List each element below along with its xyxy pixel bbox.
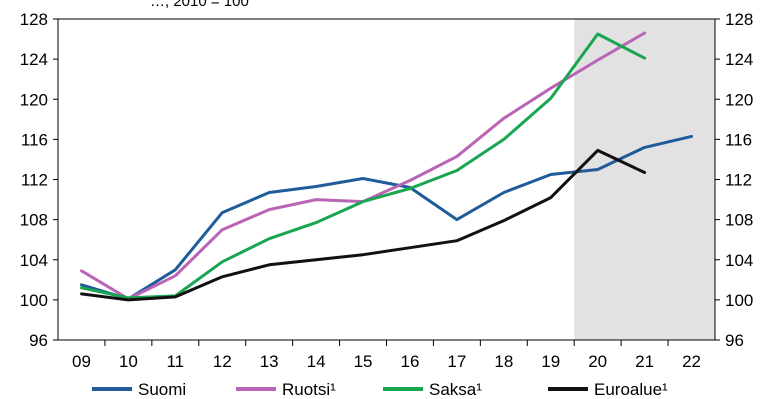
x-tick-label: 21 bbox=[635, 352, 654, 371]
y-tick-label-right: 128 bbox=[725, 10, 753, 29]
legend-label-saksa: Saksa¹ bbox=[429, 380, 482, 399]
y-tick-label-left: 104 bbox=[20, 251, 48, 270]
series-line-suomi bbox=[80, 134, 693, 301]
y-tick-label-left: 108 bbox=[20, 211, 48, 230]
legend: Suomi Ruotsi¹ Saksa¹ Euroalue¹ bbox=[92, 380, 668, 399]
x-tick-label: 12 bbox=[213, 352, 232, 371]
x-tick-label: 22 bbox=[682, 352, 701, 371]
x-tick-label: 10 bbox=[119, 352, 138, 371]
x-tick-label: 20 bbox=[588, 352, 607, 371]
y-tick-label-right: 108 bbox=[725, 211, 753, 230]
x-tick-label: 15 bbox=[354, 352, 373, 371]
series-line-ruotsi bbox=[80, 31, 647, 301]
x-tick-label: 18 bbox=[494, 352, 513, 371]
y-tick-label-left: 116 bbox=[21, 130, 48, 149]
legend-label-euroalue: Euroalue¹ bbox=[594, 380, 668, 399]
y-tick-label-right: 104 bbox=[725, 251, 753, 270]
y-tick-label-left: 100 bbox=[20, 291, 48, 310]
x-tick-label: 16 bbox=[401, 352, 420, 371]
y-tick-label-left: 120 bbox=[20, 90, 48, 109]
x-tick-label: 13 bbox=[260, 352, 279, 371]
x-tick-label: 14 bbox=[307, 352, 326, 371]
x-tick-label: 09 bbox=[72, 352, 91, 371]
y-tick-label-left: 128 bbox=[20, 10, 48, 29]
series-line-saksa bbox=[80, 32, 647, 300]
legend-label-ruotsi: Ruotsi¹ bbox=[282, 380, 336, 399]
series-line-euroalue bbox=[80, 148, 647, 302]
y-tick-label-right: 116 bbox=[725, 130, 752, 149]
x-tick-label: 11 bbox=[166, 352, 184, 371]
x-tick-label: 19 bbox=[541, 352, 560, 371]
forecast-shading bbox=[574, 19, 715, 340]
y-tick-label-right: 100 bbox=[725, 291, 753, 310]
x-tick-label: 17 bbox=[447, 352, 466, 371]
y-tick-label-left: 112 bbox=[21, 171, 48, 190]
y-tick-label-right: 124 bbox=[725, 50, 753, 69]
forecast-shade-rect bbox=[574, 19, 715, 340]
series-lines bbox=[80, 31, 693, 302]
y-tick-label-left: 124 bbox=[20, 50, 48, 69]
y-tick-label-right: 120 bbox=[725, 90, 753, 109]
y-tick-label-right: 112 bbox=[725, 171, 752, 190]
y-tick-label-left: 96 bbox=[29, 331, 48, 350]
partial-title: …, 2010 = 100 bbox=[150, 0, 249, 10]
y-tick-label-right: 96 bbox=[725, 331, 744, 350]
legend-label-suomi: Suomi bbox=[138, 380, 186, 399]
axes: 9610010410811211612012412896100104108112… bbox=[20, 10, 754, 371]
